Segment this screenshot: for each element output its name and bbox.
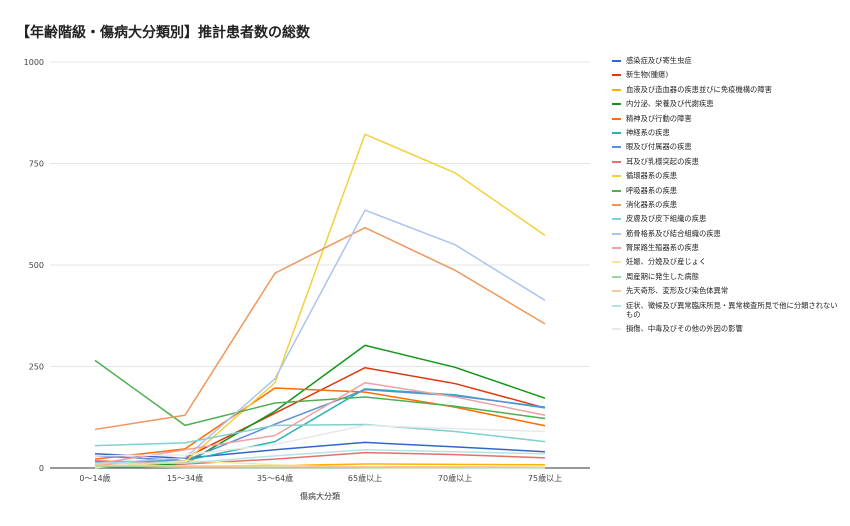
legend-label: 症状、徴候及び異常臨床所見・異常検査所見で他に分類されないもの [626,300,838,319]
legend-swatch [612,103,621,106]
legend-item: 耳及び乳様突起の疾患 [612,157,844,166]
legend-swatch [612,290,621,293]
series-line-17 [94,464,546,468]
legend-label: 眼及び付属器の疾患 [626,142,692,152]
legend-swatch [612,160,621,163]
legend-item: 循環器系の疾患 [612,171,844,180]
series-line-2 [94,366,546,466]
series-line-11 [94,226,546,431]
legend-label: 筋骨格系及び結合組織の疾患 [626,228,721,238]
series-line-4 [94,344,546,467]
legend-swatch [612,131,621,134]
x-tick-label: 65歳以上 [348,473,382,483]
series-line-5 [94,387,546,460]
legend-label: 呼吸器系の疾患 [626,185,678,195]
series-line-10 [94,359,546,427]
legend-label: 損傷、中毒及びその他の外因の影響 [626,324,743,334]
series-line-19 [94,424,546,457]
legend-item: 神経系の疾患 [612,128,844,137]
legend-label: 腎尿路生殖器系の疾患 [626,243,699,253]
legend-swatch [612,60,621,62]
series-line-13 [94,209,546,465]
series-line-9 [94,133,546,468]
legend: 感染症及び寄生虫症 新生物(腫瘍) 血液及び造血器の疾患並びに免疫機構の障害 内分泌、… [612,56,844,338]
legend-item: 皮膚及び皮下組織の疾患 [612,214,844,223]
legend-label: 血液及び造血器の疾患並びに免疫機構の障害 [626,84,772,94]
x-tick-label: 35～64歳 [257,473,293,483]
legend-item: 周産期に発生した病態 [612,272,844,281]
legend-item: 損傷、中毒及びその他の外因の影響 [612,324,844,333]
legend-swatch [612,218,621,221]
legend-swatch [612,189,621,192]
legend-label: 精神及び行動の障害 [626,113,692,123]
series-lines [94,133,546,469]
x-axis-ticks: 0～14歳 15～34歳 35～64歳 65歳以上 70歳以上 75歳以上 [79,473,562,483]
legend-swatch [612,275,621,278]
y-tick-label: 1000 [24,58,44,67]
legend-swatch [612,203,621,206]
legend-item: 消化器系の疾患 [612,200,844,209]
y-tick-label: 500 [29,261,44,270]
legend-item: 症状、徴候及び異常臨床所見・異常検査所見で他に分類されないもの [612,301,844,319]
legend-label: 耳及び乳様突起の疾患 [626,156,699,166]
legend-label: 消化器系の疾患 [626,199,678,209]
legend-label: 神経系の疾患 [626,127,670,137]
legend-item: 内分泌、栄養及び代謝疾患 [612,99,844,108]
legend-swatch [612,117,621,120]
legend-swatch [612,247,621,250]
legend-label: 皮膚及び皮下組織の疾患 [626,214,707,224]
series-line-14 [94,381,546,465]
legend-swatch [612,232,621,235]
y-axis-ticks: 0 250 500 750 1000 [24,58,44,473]
legend-item: 眼及び付属器の疾患 [612,142,844,151]
legend-item: 呼吸器系の疾患 [612,186,844,195]
chart-title: 【年齢階級・傷病大分類別】推計患者数の総数 [16,25,310,41]
legend-item: 妊娠、分娩及び産じょく [612,257,844,266]
legend-item: 腎尿路生殖器系の疾患 [612,243,844,252]
series-line-12 [94,423,546,447]
legend-label: 感染症及び寄生虫症 [626,56,692,65]
y-tick-label: 0 [39,464,44,473]
legend-swatch [612,74,621,77]
legend-swatch [612,175,621,178]
series-line-1 [94,441,546,460]
legend-label: 妊娠、分娩及び産じょく [626,257,707,267]
x-tick-label: 75歳以上 [528,473,562,483]
y-tick-label: 750 [29,160,44,169]
x-axis-title: 傷病大分類 [300,491,340,501]
legend-swatch [612,146,621,149]
legend-swatch [612,261,621,264]
legend-swatch [612,304,621,307]
x-tick-label: 15～34歳 [167,473,203,483]
legend-item: 新生物(腫瘍) [612,70,844,79]
legend-item: 先天奇形、変形及び染色体異常 [612,286,844,295]
legend-label: 新生物(腫瘍) [626,70,669,80]
legend-swatch [612,328,621,331]
legend-item: 精神及び行動の障害 [612,114,844,123]
legend-item: 感染症及び寄生虫症 [612,56,844,65]
legend-item: 血液及び造血器の疾患並びに免疫機構の障害 [612,85,844,94]
x-tick-label: 70歳以上 [438,473,472,483]
legend-label: 内分泌、栄養及び代謝疾患 [626,99,714,109]
legend-label: 周産期に発生した病態 [626,271,699,281]
legend-item: 筋骨格系及び結合組織の疾患 [612,229,844,238]
series-line-18 [95,448,546,464]
legend-swatch [612,88,621,91]
x-tick-label: 0～14歳 [79,473,110,483]
legend-label: 先天奇形、変形及び染色体異常 [626,286,729,296]
legend-label: 循環器系の疾患 [626,171,678,181]
series-line-7 [94,388,546,462]
y-tick-label: 250 [29,363,44,372]
